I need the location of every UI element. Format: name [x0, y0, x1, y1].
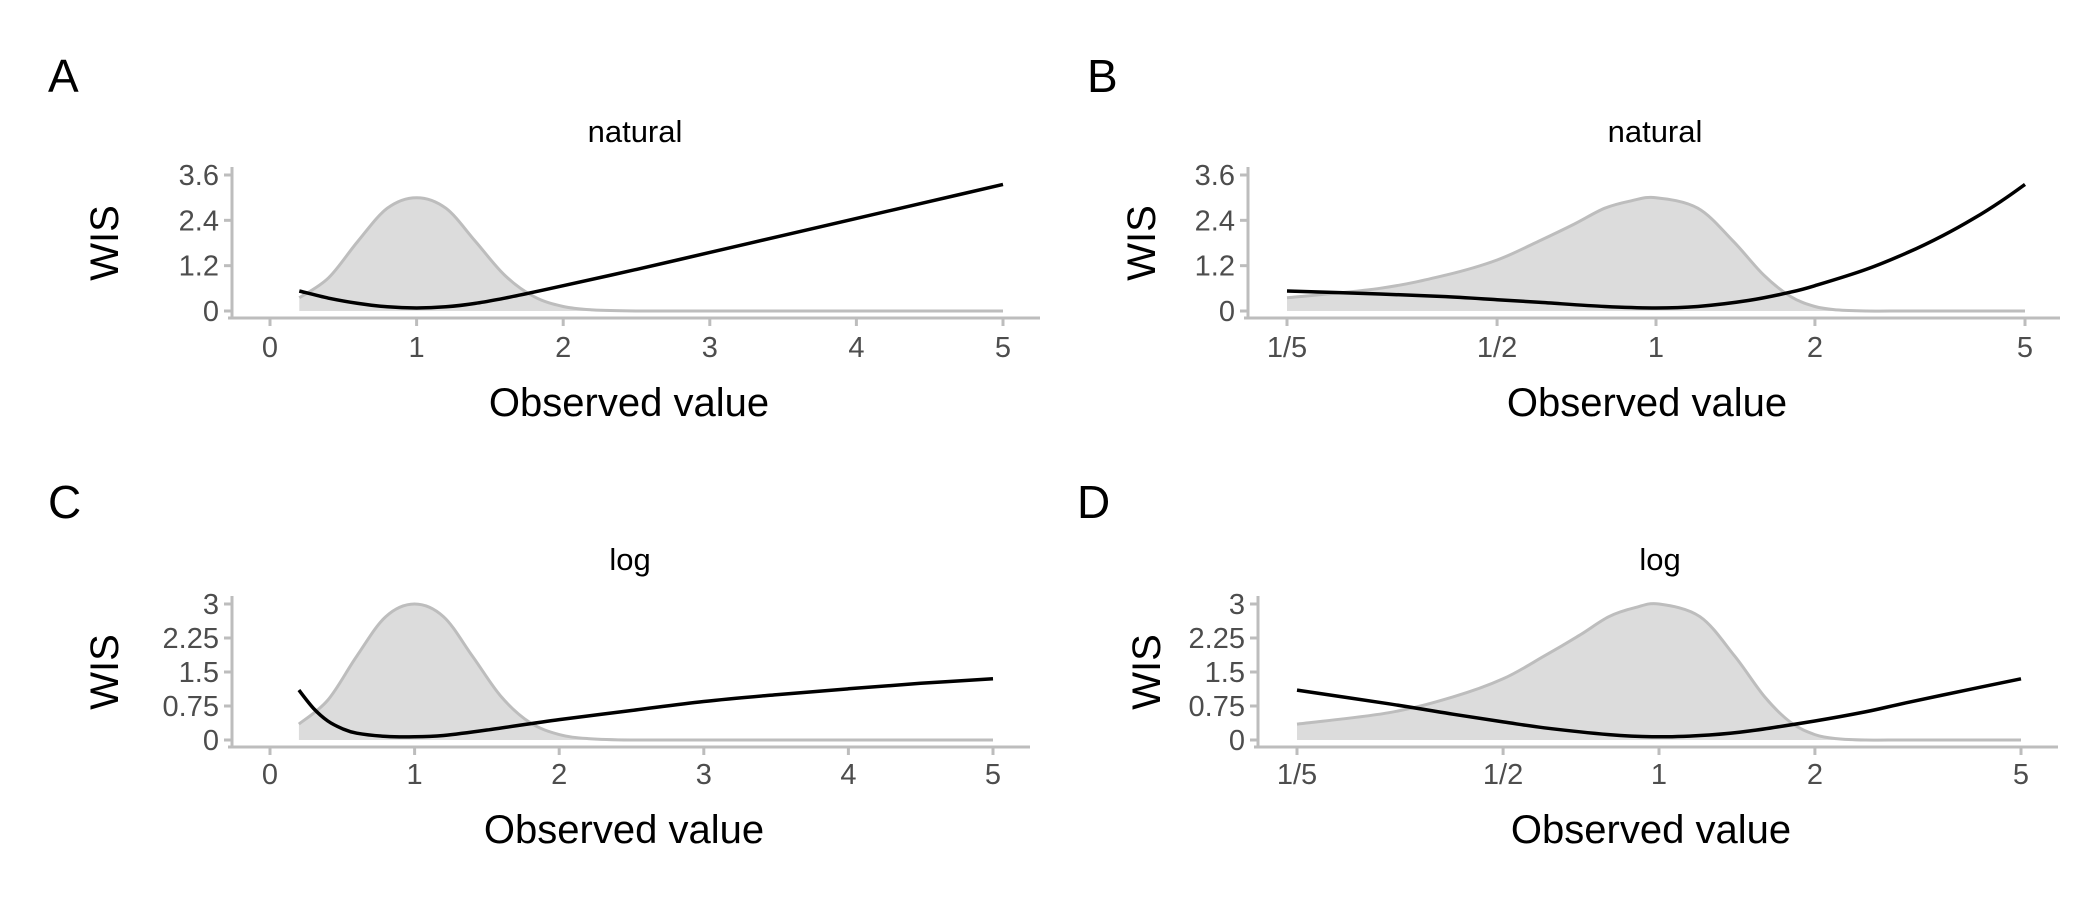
density-outline [297, 602, 993, 742]
y-tick-label: 1.2 [1195, 251, 1235, 283]
x-tick-label: 5 [985, 759, 1001, 791]
density-outline [298, 196, 1003, 313]
x-tick-label: 0 [262, 332, 278, 364]
x-tick-label: 3 [702, 332, 718, 364]
wis-line [297, 677, 994, 739]
x-axis-label: Observed value [489, 381, 769, 425]
chart-title: log [1639, 542, 1680, 577]
x-axis-label: Observed value [1507, 381, 1787, 425]
y-tick-label: 2.4 [179, 205, 219, 237]
x-tick-label: 2 [551, 759, 567, 791]
x-tick-label: 0 [262, 759, 278, 791]
y-axis-label: WIS [83, 205, 127, 281]
density-outline [1286, 195, 2025, 313]
x-axis-label: Observed value [484, 808, 764, 852]
x-tick-label: 5 [2013, 759, 2029, 791]
x-tick-label: 2 [1807, 332, 1823, 364]
x-tick-label: 2 [1807, 759, 1823, 791]
density-area [1297, 603, 2021, 741]
x-tick-label: 1/5 [1277, 759, 1317, 791]
y-axis-label: WIS [83, 634, 127, 710]
density-area [299, 197, 1003, 312]
x-tick-label: 1/2 [1477, 332, 1517, 364]
y-tick-label: 1.2 [179, 251, 219, 283]
panel-label: A [48, 50, 79, 102]
y-tick-label: 2.4 [1195, 205, 1235, 237]
y-tick-label: 2.25 [163, 623, 219, 655]
x-tick-label: 1 [1648, 332, 1664, 364]
y-tick-label: 3 [203, 589, 219, 621]
wis-line [1286, 182, 2027, 310]
x-tick-label: 4 [840, 759, 856, 791]
density-outline [1296, 602, 2021, 742]
y-tick-label: 3.6 [179, 160, 219, 192]
chart-title: natural [588, 114, 683, 149]
x-tick-label: 1/2 [1483, 759, 1523, 791]
x-tick-label: 1 [409, 332, 425, 364]
x-tick-label: 2 [555, 332, 571, 364]
y-tick-label: 1.5 [1205, 657, 1245, 689]
x-tick-label: 1/5 [1267, 332, 1307, 364]
chart-title: natural [1608, 114, 1703, 149]
y-axis-label: WIS [1125, 634, 1169, 710]
density-area [298, 604, 993, 741]
y-tick-label: 3 [1229, 589, 1245, 621]
panel-label: B [1087, 50, 1118, 102]
wis-line [298, 182, 1004, 310]
y-tick-label: 0 [203, 725, 219, 757]
y-axis-label: WIS [1120, 205, 1164, 281]
y-tick-label: 0 [1229, 725, 1245, 757]
y-tick-label: 0.75 [1189, 691, 1245, 723]
x-tick-label: 1 [1651, 759, 1667, 791]
y-tick-label: 2.25 [1189, 623, 1245, 655]
y-tick-label: 1.5 [179, 657, 219, 689]
x-tick-label: 5 [995, 332, 1011, 364]
x-tick-label: 5 [2017, 332, 2033, 364]
chart-title: log [609, 542, 650, 577]
y-tick-label: 0.75 [163, 691, 219, 723]
y-tick-label: 3.6 [1195, 160, 1235, 192]
wis-line [1296, 677, 2022, 739]
y-tick-label: 0 [1219, 296, 1235, 328]
density-area [1287, 197, 2025, 312]
x-tick-label: 4 [848, 332, 864, 364]
y-tick-label: 0 [203, 296, 219, 328]
x-tick-label: 1 [407, 759, 423, 791]
panel-label: C [48, 476, 81, 528]
panel-label: D [1077, 476, 1110, 528]
x-tick-label: 3 [696, 759, 712, 791]
x-axis-label: Observed value [1511, 808, 1791, 852]
